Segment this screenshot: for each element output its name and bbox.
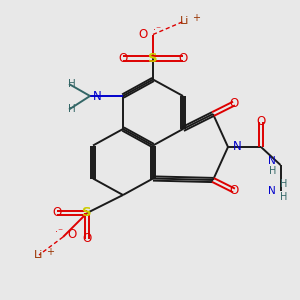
Text: ·⁻: ·⁻ xyxy=(152,25,161,35)
Text: H: H xyxy=(269,166,277,176)
Text: O: O xyxy=(138,28,148,41)
Text: N: N xyxy=(232,140,241,154)
Text: N: N xyxy=(93,89,102,103)
Text: O: O xyxy=(118,52,127,65)
Text: O: O xyxy=(230,184,238,197)
Text: H: H xyxy=(280,179,288,189)
Text: S: S xyxy=(148,52,158,65)
Text: O: O xyxy=(230,97,238,110)
Text: H: H xyxy=(68,104,76,115)
Text: O: O xyxy=(178,52,188,65)
Text: N: N xyxy=(268,155,276,166)
Text: Li: Li xyxy=(180,16,189,26)
Text: ·⁻: ·⁻ xyxy=(55,226,64,237)
Text: H: H xyxy=(68,79,76,89)
Text: O: O xyxy=(68,227,77,241)
Text: +: + xyxy=(192,13,200,23)
Text: N: N xyxy=(268,185,276,196)
Text: +: + xyxy=(46,247,54,257)
Text: S: S xyxy=(82,206,92,220)
Text: O: O xyxy=(52,206,62,220)
Text: Li: Li xyxy=(34,250,44,260)
Text: O: O xyxy=(82,232,91,245)
Text: H: H xyxy=(280,192,288,202)
Text: O: O xyxy=(256,115,266,128)
